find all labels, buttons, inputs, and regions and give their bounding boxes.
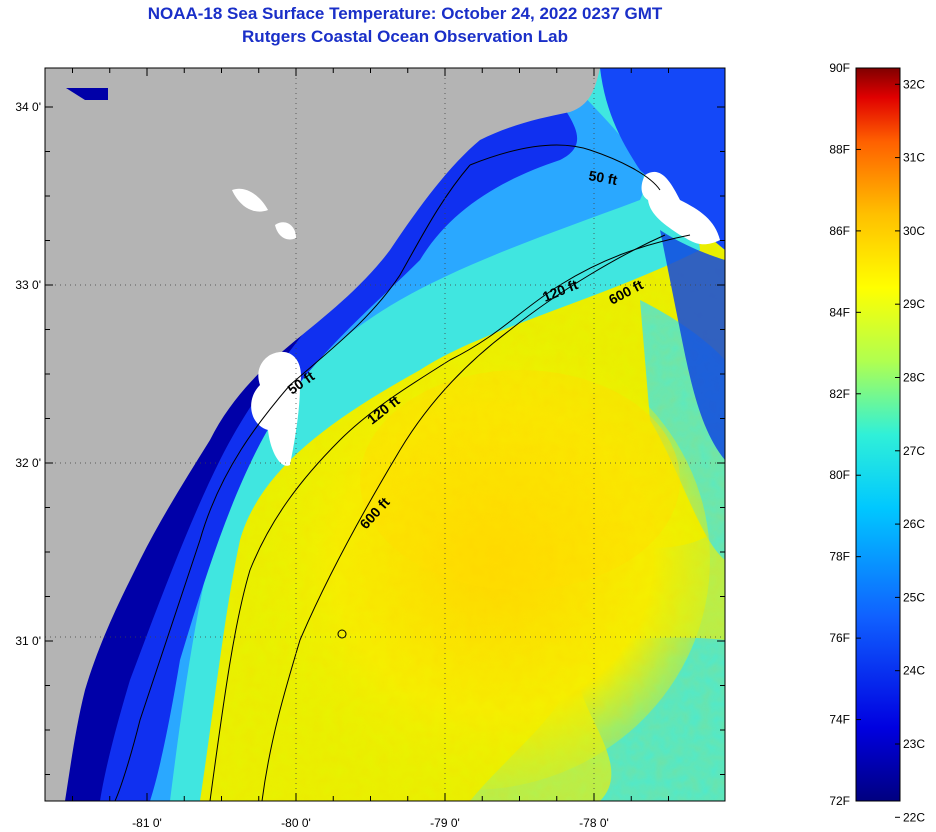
colorbar-label-f: 74F — [829, 713, 850, 727]
colorbar-label-f: 76F — [829, 631, 850, 645]
map-subtitle: Rutgers Coastal Ocean Observation Lab — [242, 27, 568, 46]
lat-tick-label: 34 0' — [15, 100, 41, 114]
colorbar-label-c: 30C — [903, 224, 925, 238]
colorbar-label-f: 82F — [829, 387, 850, 401]
lat-tick-label: 31 0' — [15, 634, 41, 648]
colorbar-label-f: 86F — [829, 224, 850, 238]
axis-ticks: -81 0' -80 0' -79 0' -78 0' 34 0' 33 0' 32 0' 3… — [15, 68, 725, 830]
colorbar-label-f: 80F — [829, 468, 850, 482]
colorbar-label-f: 78F — [829, 550, 850, 564]
colorbar-label-c: 22C — [903, 810, 925, 824]
colorbar-label-c: 23C — [903, 737, 925, 751]
cloud-patch — [251, 351, 301, 466]
colorbar-label-f: 72F — [829, 794, 850, 808]
cloud-patch — [641, 171, 720, 245]
lat-tick-label: 32 0' — [15, 456, 41, 470]
colorbar-label-c: 25C — [903, 590, 925, 604]
map-frame — [44, 67, 726, 802]
colorbar — [855, 67, 901, 802]
map-title: NOAA-18 Sea Surface Temperature: October… — [147, 4, 663, 23]
lat-tick-label: 33 0' — [15, 278, 41, 292]
contour-line — [261, 234, 666, 801]
lon-tick-label: -81 0' — [132, 816, 162, 830]
lon-tick-label: -79 0' — [430, 816, 460, 830]
contour-line — [469, 144, 661, 191]
sst-field — [45, 68, 725, 801]
colorbar-label-c: 27C — [903, 444, 925, 458]
colorbar-labels: 90F 88F 86F 84F 82F 80F 78F 76F 74F 72F 32C 31C 30C 2… — [829, 61, 925, 824]
colorbar-label-f: 84F — [829, 305, 850, 319]
colorbar-label-f: 90F — [829, 61, 850, 75]
colorbar-label-c: 24C — [903, 664, 925, 678]
colorbar-label-c: 31C — [903, 151, 925, 165]
land-mass — [45, 68, 600, 801]
colorbar-label-c: 28C — [903, 370, 925, 384]
contour-label-50ft: 50 ft — [587, 167, 618, 188]
contour-line — [209, 234, 691, 801]
lon-tick-label: -78 0' — [579, 816, 609, 830]
lon-tick-label: -80 0' — [281, 816, 311, 830]
colorbar-label-c: 32C — [903, 77, 925, 91]
colorbar-label-c: 26C — [903, 517, 925, 531]
colorbar-label-c: 29C — [903, 297, 925, 311]
colorbar-label-f: 88F — [829, 142, 850, 156]
